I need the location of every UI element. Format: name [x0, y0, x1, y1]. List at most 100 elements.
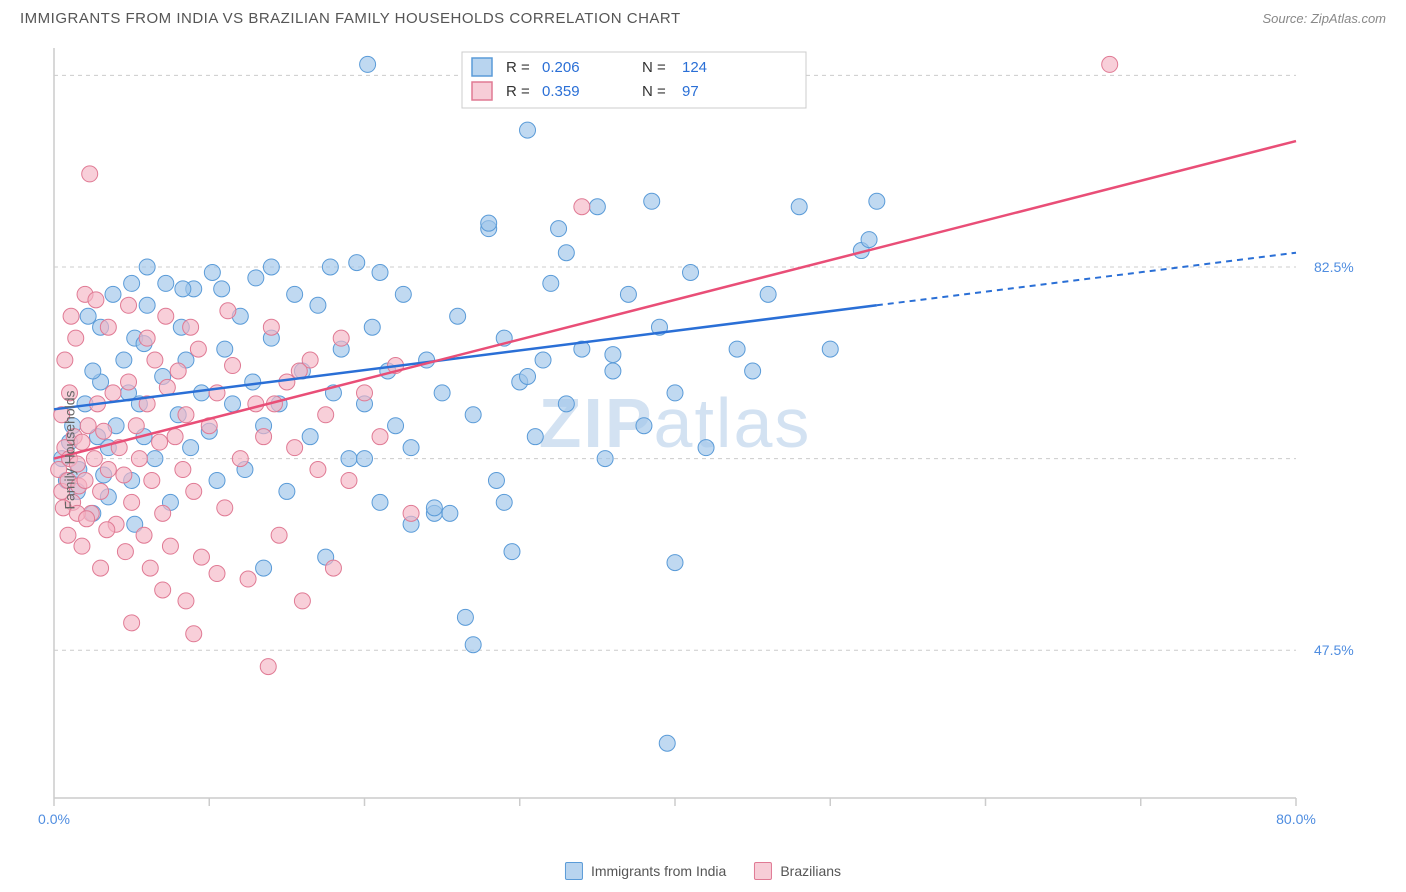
data-point — [139, 330, 155, 346]
data-point — [170, 363, 186, 379]
data-point — [93, 483, 109, 499]
data-point — [341, 451, 357, 467]
data-point — [193, 549, 209, 565]
data-point — [357, 451, 373, 467]
data-point — [325, 560, 341, 576]
data-point — [147, 352, 163, 368]
data-point — [178, 593, 194, 609]
stat-n-label: N = — [642, 83, 666, 100]
data-point — [535, 352, 551, 368]
data-point — [175, 281, 191, 297]
data-point — [372, 494, 388, 510]
data-point — [167, 429, 183, 445]
stat-r-label: R = — [506, 83, 530, 100]
data-point — [589, 199, 605, 215]
data-point — [100, 319, 116, 335]
data-point — [158, 275, 174, 291]
data-point — [822, 341, 838, 357]
data-point — [442, 505, 458, 521]
data-point — [357, 385, 373, 401]
data-point — [245, 374, 261, 390]
data-point — [450, 308, 466, 324]
data-point — [745, 363, 761, 379]
data-point — [209, 472, 225, 488]
data-point — [310, 462, 326, 478]
data-point — [659, 735, 675, 751]
data-point — [279, 374, 295, 390]
data-point — [85, 363, 101, 379]
data-point — [465, 637, 481, 653]
y-axis-label: Family Households — [62, 390, 78, 509]
data-point — [162, 538, 178, 554]
legend-swatch — [472, 58, 492, 76]
data-point — [117, 544, 133, 560]
x-tick-label: 0.0% — [38, 811, 70, 827]
data-point — [558, 245, 574, 261]
data-point — [465, 407, 481, 423]
data-point — [481, 215, 497, 231]
data-point — [155, 582, 171, 598]
data-point — [698, 440, 714, 456]
data-point — [225, 396, 241, 412]
data-point — [287, 286, 303, 302]
data-point — [644, 193, 660, 209]
data-point — [79, 511, 95, 527]
data-point — [372, 264, 388, 280]
data-point — [178, 407, 194, 423]
data-point — [434, 385, 450, 401]
data-point — [605, 347, 621, 363]
data-point — [364, 319, 380, 335]
data-point — [302, 429, 318, 445]
data-point — [457, 609, 473, 625]
data-point — [86, 451, 102, 467]
data-point — [60, 527, 76, 543]
data-point — [520, 122, 536, 138]
data-point — [426, 500, 442, 516]
legend-label: Immigrants from India — [591, 863, 726, 879]
data-point — [310, 297, 326, 313]
data-point — [527, 429, 543, 445]
data-point — [80, 308, 96, 324]
scatter-chart: 47.5%82.5%0.0%80.0%ZIPatlasR =0.206N =12… — [0, 40, 1406, 830]
data-point — [124, 275, 140, 291]
data-point — [558, 396, 574, 412]
data-point — [240, 571, 256, 587]
data-point — [620, 286, 636, 302]
data-point — [217, 500, 233, 516]
data-point — [121, 374, 137, 390]
data-point — [74, 538, 90, 554]
chart-title: IMMIGRANTS FROM INDIA VS BRAZILIAN FAMIL… — [20, 10, 681, 27]
data-point — [186, 626, 202, 642]
data-point — [388, 418, 404, 434]
data-point — [193, 385, 209, 401]
x-tick-label: 80.0% — [1276, 811, 1316, 827]
data-point — [683, 264, 699, 280]
data-point — [294, 593, 310, 609]
data-point — [543, 275, 559, 291]
stat-r-label: R = — [506, 59, 530, 76]
source-credit: Source: ZipAtlas.com — [1262, 11, 1386, 26]
data-point — [360, 56, 376, 72]
data-point — [105, 385, 121, 401]
data-point — [318, 407, 334, 423]
data-point — [271, 527, 287, 543]
data-point — [139, 259, 155, 275]
legend-swatch — [472, 82, 492, 100]
data-point — [869, 193, 885, 209]
legend-item: Brazilians — [754, 862, 841, 880]
data-point — [209, 566, 225, 582]
data-point — [183, 440, 199, 456]
data-point — [861, 232, 877, 248]
data-point — [403, 505, 419, 521]
data-point — [128, 418, 144, 434]
data-point — [263, 259, 279, 275]
data-point — [144, 472, 160, 488]
data-point — [333, 330, 349, 346]
data-point — [139, 297, 155, 313]
data-point — [186, 483, 202, 499]
data-point — [152, 434, 168, 450]
data-point — [287, 440, 303, 456]
data-point — [667, 385, 683, 401]
data-point — [322, 259, 338, 275]
data-point — [131, 451, 147, 467]
